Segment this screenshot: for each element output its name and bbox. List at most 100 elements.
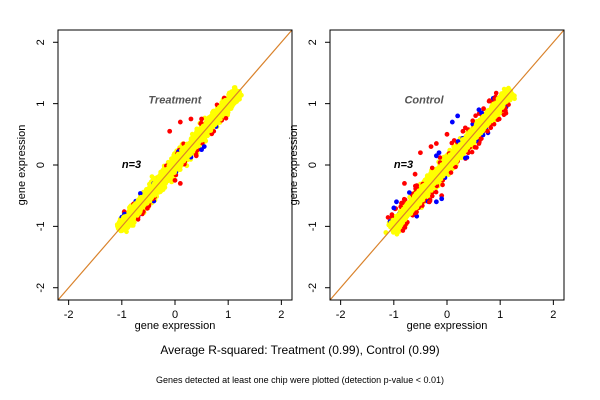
data-point — [428, 144, 434, 149]
scatter-point — [400, 220, 406, 226]
scatter-point — [428, 188, 434, 193]
data-point — [433, 141, 439, 146]
data-point — [455, 113, 461, 119]
scatter-point — [229, 104, 235, 109]
scatter-point — [473, 133, 479, 139]
scatter-point — [157, 173, 163, 179]
scatter-point — [389, 212, 395, 217]
scatter-point — [501, 112, 507, 118]
scatter-point — [506, 97, 512, 103]
data-point — [199, 116, 204, 122]
scatter-point — [145, 206, 150, 211]
data-point — [449, 119, 455, 125]
scatter-point — [210, 117, 216, 123]
data-point — [177, 119, 183, 125]
scatter-point — [130, 223, 136, 228]
y-tick-label: 1 — [307, 101, 319, 107]
scatter-point — [470, 118, 476, 123]
identity-line — [58, 30, 292, 300]
data-point — [460, 128, 466, 134]
scatter-point — [132, 202, 137, 208]
scatter-point — [177, 160, 183, 166]
scatter-point — [403, 215, 409, 221]
scatter-point — [402, 197, 408, 202]
scatter-point — [423, 193, 429, 199]
y-tick-label: 2 — [35, 39, 47, 45]
scatter-point — [446, 154, 451, 160]
scatter-point — [476, 121, 482, 126]
data-point — [444, 131, 450, 137]
scatter-point — [455, 155, 461, 161]
x-axis-label: gene expression — [407, 320, 488, 332]
scatter-point — [439, 173, 445, 179]
x-tick-label: -1 — [389, 309, 399, 321]
data-point — [172, 177, 178, 183]
panel-title: Control — [404, 95, 444, 107]
y-tick-label: 1 — [35, 101, 47, 107]
scatter-point — [486, 120, 492, 126]
scatter-point — [155, 184, 160, 190]
panel-control: -2 -1 0 1 2 -2 -1 0 1 2 gene expression gene expres… — [288, 29, 565, 332]
scatter-point — [473, 113, 478, 118]
scatter-point — [156, 188, 162, 194]
y-tick-label: -2 — [35, 283, 47, 293]
scatter-point — [222, 99, 228, 105]
panel-treatment: -2 -1 0 1 2 -2 -1 0 1 2 gene expression gene expres… — [16, 29, 293, 332]
scatter-point — [467, 137, 473, 143]
scatter-point — [457, 143, 463, 149]
y-tick-label: 2 — [307, 39, 319, 45]
scatter-point — [184, 143, 190, 149]
plot-area — [330, 30, 564, 300]
scatter-point — [120, 224, 126, 230]
y-tick-label: -2 — [307, 283, 319, 293]
data-point — [167, 128, 173, 134]
scatter-point — [487, 98, 492, 103]
data-point — [391, 205, 397, 211]
scatter-point — [481, 106, 486, 111]
scatter-point — [138, 191, 143, 196]
data-point — [177, 181, 183, 186]
scatter-point — [187, 152, 193, 158]
core-cloud — [388, 89, 514, 232]
scatter-point — [225, 107, 231, 113]
scatter-point — [172, 170, 178, 175]
scatter-point — [453, 164, 458, 170]
scatter-point — [437, 155, 443, 160]
scatter-point — [169, 160, 175, 166]
scatter-point — [478, 117, 483, 123]
scatter-point — [490, 104, 495, 110]
scatter-point — [433, 189, 439, 195]
scatter-point — [414, 209, 419, 215]
scatter-point — [117, 220, 123, 225]
scatter-point — [430, 193, 435, 199]
scatter-point — [135, 217, 141, 222]
y-tick-label: 0 — [35, 162, 47, 168]
scatter-point — [473, 124, 478, 130]
x-tick-label: -2 — [64, 309, 74, 321]
scatter-point — [491, 121, 497, 127]
x-tick-label: 2 — [550, 309, 556, 321]
sample-size-label: n=3 — [122, 159, 141, 171]
data-point — [193, 153, 199, 159]
x-tick-label: 1 — [225, 309, 231, 321]
scatter-point — [412, 194, 417, 200]
scatter-point — [433, 177, 438, 182]
scatter-point — [481, 127, 486, 132]
scatter-point — [409, 201, 415, 207]
x-axis-label: gene expression — [135, 320, 216, 332]
scatter-point — [429, 165, 435, 171]
scatter-point — [192, 143, 198, 149]
scatter-point — [180, 155, 186, 160]
x-tick-label: 0 — [444, 309, 450, 321]
scatter-point — [417, 189, 423, 195]
scatter-point — [448, 170, 454, 175]
footnote-text: Genes detected at least one chip were pl… — [156, 375, 444, 385]
scatter-point — [162, 181, 168, 187]
scatter-point — [147, 198, 153, 204]
x-tick-label: 2 — [278, 309, 284, 321]
scatter-point — [493, 90, 499, 96]
scatter-point — [212, 112, 218, 118]
scatter-point — [220, 104, 225, 109]
plot-area — [58, 30, 292, 300]
scatter-point — [123, 218, 129, 224]
